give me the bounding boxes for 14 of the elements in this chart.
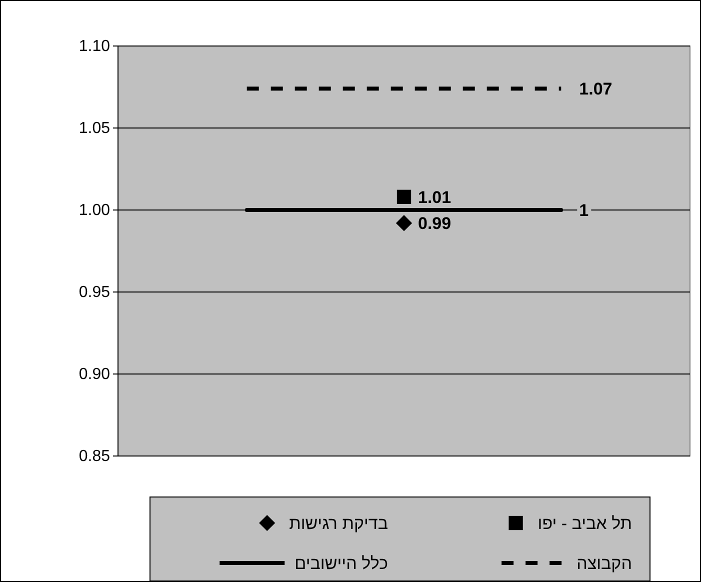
data-label: 1.01 bbox=[418, 188, 452, 207]
data-label: 1.07 bbox=[579, 80, 612, 99]
y-tick-label: 1.10 bbox=[78, 38, 110, 56]
y-tick-label: 0.85 bbox=[78, 448, 110, 466]
y-tick-label: 1.00 bbox=[78, 202, 110, 220]
y-tick-label: 1.05 bbox=[78, 120, 110, 138]
data-label: 0.99 bbox=[418, 214, 452, 234]
legend-label: בדיקת רגישות bbox=[289, 514, 388, 533]
data-label: 1 bbox=[579, 200, 589, 220]
y-tick-label: 0.95 bbox=[78, 284, 110, 302]
y-tick-label: 0.90 bbox=[78, 366, 110, 384]
legend-label: הקבוצה bbox=[576, 554, 632, 573]
legend-label: כלל היישובים bbox=[294, 554, 388, 573]
legend-label: תל אביב - יפו bbox=[538, 514, 632, 533]
